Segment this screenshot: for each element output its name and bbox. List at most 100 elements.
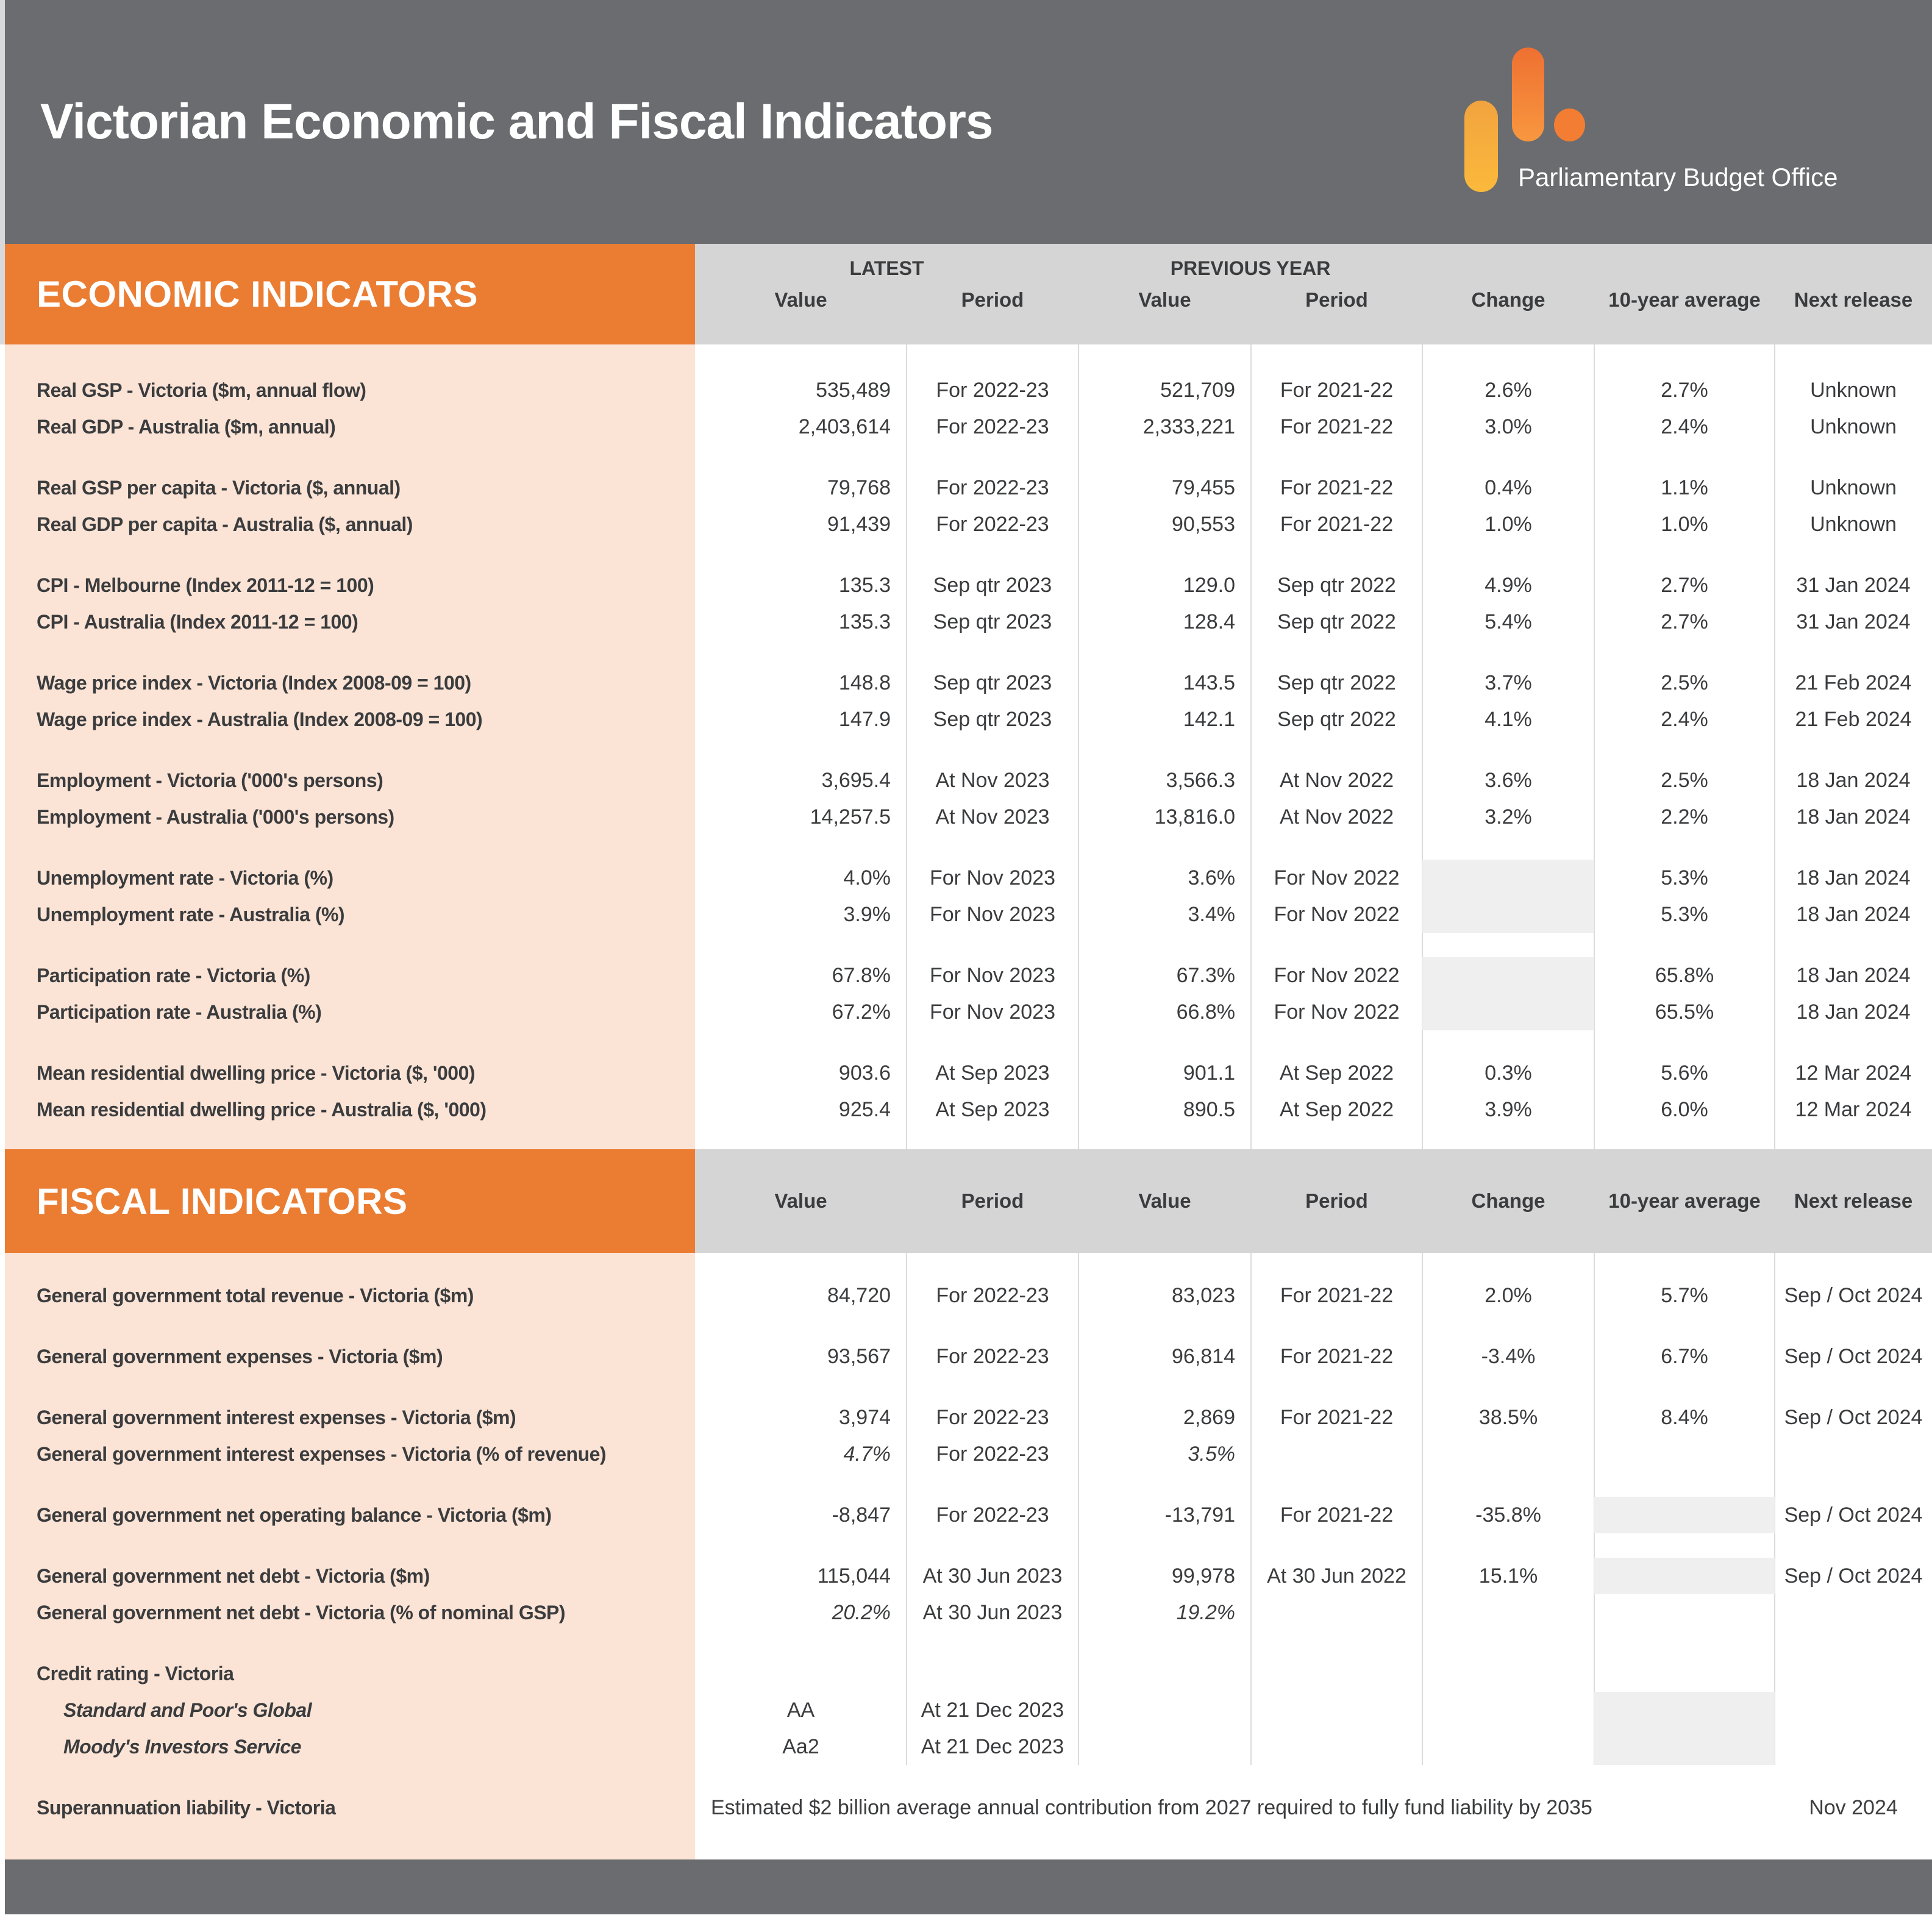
table-cell — [1422, 1655, 1594, 1692]
table-row: CPI - Melbourne (Index 2011-12 = 100) 135… — [5, 567, 1932, 604]
table-cell: 67.3% — [1176, 964, 1235, 987]
table-cell: 143.5 — [1183, 671, 1235, 694]
table-cell: For Nov 2022 — [1274, 866, 1400, 889]
table-cell: Sep qtr 2023 — [933, 610, 1052, 633]
table-cell: 15.1% — [1478, 1564, 1538, 1588]
row-group: General government total revenue - Victo… — [5, 1277, 1932, 1314]
table-cell: 83,023 — [1172, 1284, 1235, 1307]
table-row: Real GSP - Victoria ($m, annual flow) 535… — [5, 372, 1932, 408]
next-release-cell: Nov 2024 — [1809, 1796, 1898, 1819]
table-cell: 3.6% — [1188, 866, 1236, 889]
table-cell: For Nov 2023 — [930, 964, 1055, 987]
table-cell: For 2021-22 — [1280, 415, 1394, 438]
table-cell: For 2021-22 — [1280, 513, 1394, 536]
row-group: Wage price index - Victoria (Index 2008-… — [5, 665, 1932, 738]
table-cell: 38.5% — [1478, 1406, 1538, 1429]
row-label: Unemployment rate - Victoria (%) — [37, 867, 333, 889]
table-cell: 3,974 — [838, 1406, 891, 1429]
row-label: Participation rate - Australia (%) — [37, 1001, 322, 1023]
table-cell: 19.2% — [1176, 1601, 1235, 1624]
table-cell: 6.7% — [1661, 1345, 1708, 1368]
table-cell: 31 Jan 2024 — [1796, 610, 1911, 633]
label-column-background — [5, 344, 695, 1149]
table-cell — [1422, 1692, 1594, 1728]
table-cell: For Nov 2022 — [1274, 903, 1400, 926]
row-group: CPI - Melbourne (Index 2011-12 = 100) 135… — [5, 567, 1932, 640]
table-cell: -13,791 — [1164, 1503, 1235, 1527]
table-row: General government interest expenses - V… — [5, 1436, 1932, 1472]
row-label: General government net operating balance… — [37, 1504, 552, 1526]
table-cell: Sep qtr 2022 — [1277, 610, 1396, 633]
table-cell: At Nov 2023 — [935, 769, 1050, 792]
table-cell: 5.4% — [1485, 610, 1532, 633]
table-cell: 3.4% — [1188, 903, 1236, 926]
table-cell: 8.4% — [1661, 1406, 1708, 1429]
table-cell: 2.6% — [1485, 379, 1532, 402]
table-cell: 3.5% — [1188, 1442, 1236, 1466]
table-cell: For Nov 2023 — [930, 1000, 1055, 1024]
table-cell: 2.2% — [1661, 805, 1708, 829]
table-row: General government net debt - Victoria (… — [5, 1594, 1932, 1631]
table-cell: For 2021-22 — [1280, 1345, 1394, 1368]
table-cell: 1.0% — [1485, 513, 1532, 536]
table-cell: 4.7% — [843, 1442, 891, 1466]
page-title: Victorian Economic and Fiscal Indicators — [40, 94, 993, 149]
table-cell: 135.3 — [838, 574, 891, 597]
row-label: Mean residential dwelling price - Austra… — [37, 1099, 487, 1121]
table-cell: 2.7% — [1661, 610, 1708, 633]
table-cell: 4.9% — [1485, 574, 1532, 597]
table-cell — [1078, 1692, 1251, 1728]
table-cell: Sep / Oct 2024 — [1784, 1284, 1923, 1307]
table-row: Real GSP per capita - Victoria ($, annua… — [5, 469, 1932, 506]
page-footer — [5, 1859, 1932, 1914]
table-cell: 115,044 — [817, 1564, 891, 1588]
table-cell: 521,709 — [1160, 379, 1235, 402]
table-cell — [1594, 1594, 1775, 1631]
table-cell: 79,455 — [1172, 476, 1235, 499]
table-cell: Sep qtr 2022 — [1277, 574, 1396, 597]
table-cell: 925.4 — [838, 1098, 891, 1121]
table-cell: 21 Feb 2024 — [1795, 671, 1912, 694]
table-cell: -3.4% — [1481, 1345, 1536, 1368]
table-cell: For Nov 2022 — [1274, 1000, 1400, 1024]
column-header: 10-year average — [1608, 1189, 1761, 1212]
column-header-row: Value Period Value Period Change 10-year… — [695, 283, 1932, 317]
table-cell: 147.9 — [838, 708, 891, 731]
row-group: Unemployment rate - Victoria (%) 4.0% For … — [5, 860, 1932, 933]
table-cell: 65.8% — [1655, 964, 1714, 987]
table-cell — [1422, 994, 1594, 1030]
table-cell: For 2021-22 — [1280, 379, 1394, 402]
table-cell: 3,566.3 — [1166, 769, 1235, 792]
column-header: Next release — [1794, 1189, 1913, 1212]
table-cell: 3.6% — [1485, 769, 1532, 792]
table-cell: For Nov 2022 — [1274, 964, 1400, 987]
table-cell: Unknown — [1810, 476, 1897, 499]
table-cell: Sep / Oct 2024 — [1784, 1406, 1923, 1429]
table-cell — [1422, 1728, 1594, 1765]
table-cell: Sep / Oct 2024 — [1784, 1345, 1923, 1368]
table-row: Real GDP - Australia ($m, annual) 2,403,6… — [5, 408, 1932, 445]
table-cell: 2,403,614 — [798, 415, 891, 438]
table-cell: 18 Jan 2024 — [1796, 964, 1911, 987]
table-cell: At 30 Jun 2022 — [1267, 1564, 1406, 1588]
table-cell — [1594, 1728, 1775, 1765]
logo-bar-icon — [1464, 101, 1498, 192]
row-label: General government interest expenses - V… — [37, 1443, 607, 1465]
table-cell: 2.5% — [1661, 769, 1708, 792]
table-cell: 1.0% — [1661, 513, 1708, 536]
row-group: Participation rate - Victoria (%) 67.8% Fo… — [5, 957, 1932, 1030]
table-row: Superannuation liability - Victoria Estim… — [5, 1789, 1932, 1826]
table-cell: 67.8% — [832, 964, 891, 987]
column-group-row: LATEST PREVIOUS YEAR — [695, 254, 1932, 283]
table-cell: 5.6% — [1661, 1061, 1708, 1085]
table-cell: For 2022-23 — [936, 1345, 1049, 1368]
table-cell: 90,553 — [1172, 513, 1235, 536]
row-label: Moody's Investors Service — [63, 1736, 301, 1758]
row-group: General government net operating balance… — [5, 1497, 1932, 1533]
table-cell — [1422, 860, 1594, 896]
column-divider — [1774, 1253, 1775, 1765]
row-label: Wage price index - Australia (Index 2008… — [37, 708, 483, 730]
table-cell: 18 Jan 2024 — [1796, 1000, 1911, 1024]
table-cell — [1422, 957, 1594, 994]
